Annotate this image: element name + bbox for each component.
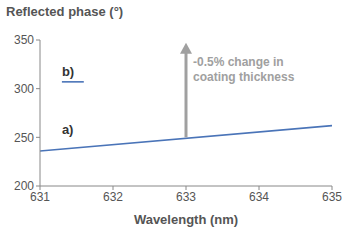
svg-text:coating thickness: coating thickness bbox=[193, 70, 295, 84]
svg-text:635: 635 bbox=[322, 190, 342, 204]
svg-text:250: 250 bbox=[14, 131, 34, 145]
svg-text:-0.5% change in: -0.5% change in bbox=[193, 55, 284, 69]
svg-text:Wavelength (nm): Wavelength (nm) bbox=[134, 212, 238, 227]
svg-text:200: 200 bbox=[14, 179, 34, 193]
svg-text:350: 350 bbox=[14, 33, 34, 47]
svg-text:300: 300 bbox=[14, 82, 34, 96]
svg-text:631: 631 bbox=[30, 189, 50, 204]
svg-text:b): b) bbox=[62, 64, 74, 79]
svg-text:632: 632 bbox=[103, 190, 123, 204]
svg-text:a): a) bbox=[62, 122, 74, 137]
svg-text:634: 634 bbox=[249, 190, 269, 204]
html-text:Reflected phase (°): Reflected phase (°) bbox=[6, 4, 124, 19]
svg-text:633: 633 bbox=[176, 190, 196, 204]
